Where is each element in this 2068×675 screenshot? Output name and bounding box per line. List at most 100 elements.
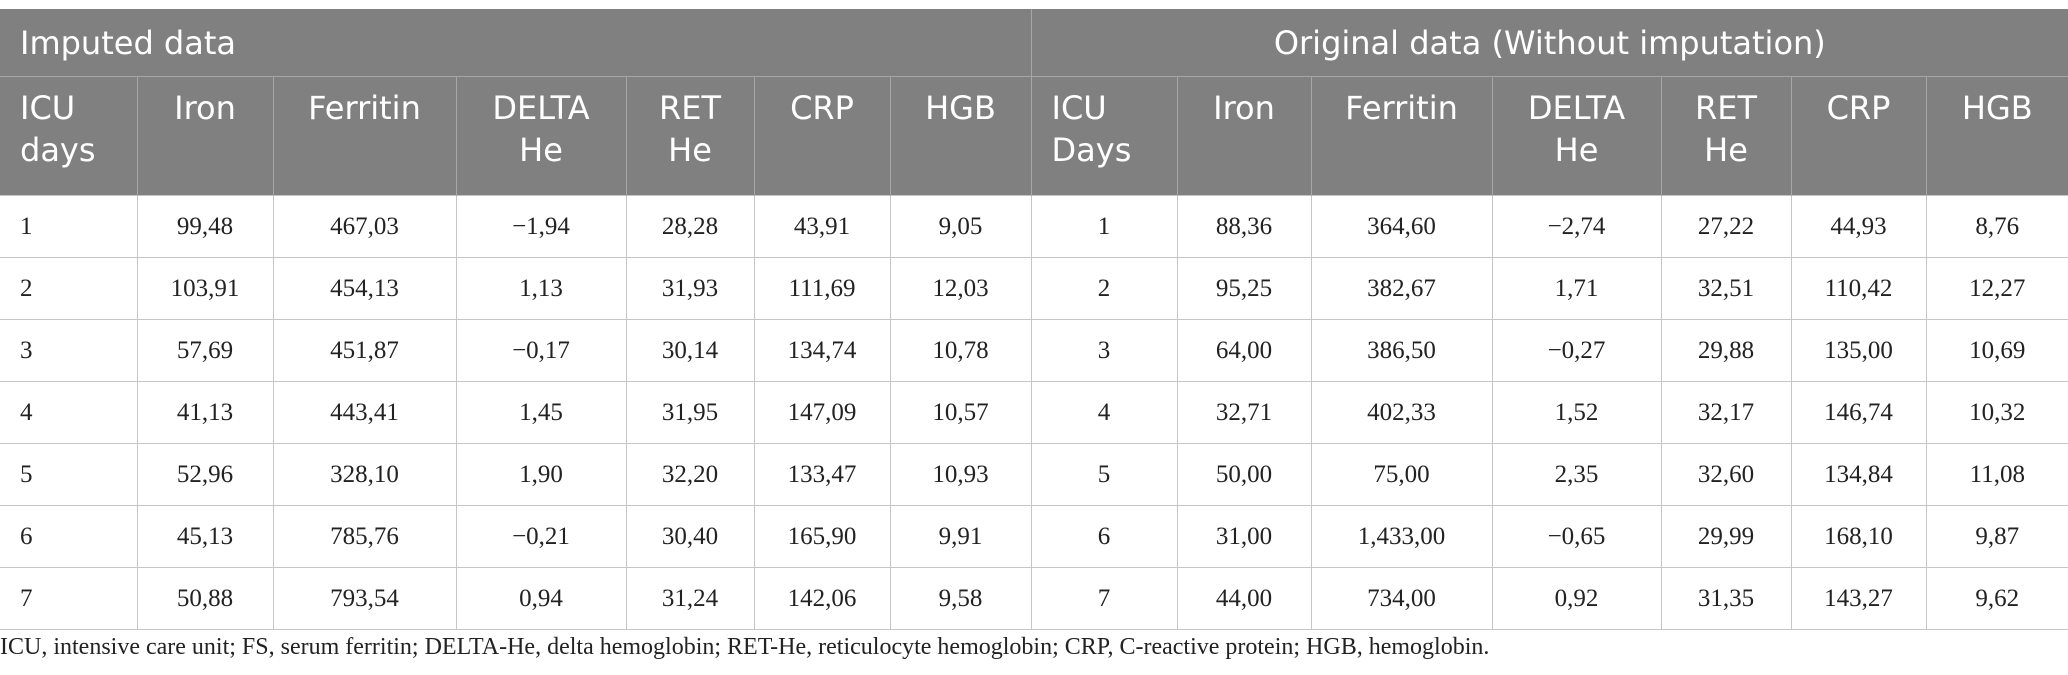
table-cell: 75,00 — [1310, 443, 1493, 506]
column-header-line: DELTA — [1527, 89, 1626, 127]
table-cell: 364,60 — [1310, 195, 1493, 258]
table-cell: 103,91 — [136, 257, 274, 320]
table-cell: 95,25 — [1176, 257, 1312, 320]
column-header: Ferritin — [272, 76, 456, 196]
data-table: Imputed data Original data (Without imput… — [0, 9, 2068, 630]
table-cell: 12,27 — [1925, 257, 2068, 320]
table-cell: 134,84 — [1790, 443, 1927, 506]
table-cell: 32,71 — [1176, 381, 1312, 444]
table-cell: 6 — [1030, 505, 1178, 568]
table-cell: 2 — [1030, 257, 1178, 320]
table-cell: 1,71 — [1491, 257, 1662, 320]
column-header-line: He — [668, 131, 712, 169]
column-header: DELTA He — [455, 76, 626, 196]
table-cell: −0,65 — [1491, 505, 1662, 568]
table-cell: 0,94 — [455, 567, 627, 630]
table-cell: 50,00 — [1176, 443, 1312, 506]
table-row: 1 99,48 467,03 −1,94 28,28 43,91 9,05 1 88,36 364… — [0, 195, 2068, 258]
table-cell: 32,60 — [1660, 443, 1792, 506]
table-cell: 135,00 — [1790, 319, 1927, 382]
group-header-row: Imputed data Original data (Without imput… — [0, 9, 2068, 77]
table-cell: 165,90 — [753, 505, 891, 568]
column-header-line: RET — [1695, 89, 1758, 127]
table-cell: 11,08 — [1925, 443, 2068, 506]
table-row: 5 52,96 328,10 1,90 32,20 133,47 10,93 5 50,00 75… — [0, 443, 2068, 506]
column-header-line: CRP — [1826, 89, 1891, 127]
column-header-line: Ferritin — [1345, 89, 1458, 127]
column-header-line: Iron — [174, 89, 236, 127]
table-cell: 64,00 — [1176, 319, 1312, 382]
table-cell: 382,67 — [1310, 257, 1493, 320]
column-header: HGB — [889, 76, 1032, 196]
table-cell: 1 — [1030, 195, 1178, 258]
column-header-line: HGB — [925, 89, 996, 127]
group-header: Original data (Without imputation) — [1030, 9, 2068, 77]
group-header: Imputed data — [0, 9, 1032, 77]
table-cell: 734,00 — [1310, 567, 1493, 630]
table-cell: 785,76 — [272, 505, 457, 568]
column-header: Ferritin — [1310, 76, 1493, 196]
table-cell: 32,20 — [625, 443, 755, 506]
table-cell: 29,88 — [1660, 319, 1792, 382]
table-cell: 5 — [0, 443, 138, 506]
table-cell: 88,36 — [1176, 195, 1312, 258]
table-cell: 1,90 — [455, 443, 627, 506]
table-cell: 1,433,00 — [1310, 505, 1493, 568]
table-cell: 10,93 — [889, 443, 1032, 506]
column-header: RET He — [1660, 76, 1792, 196]
column-header-line: ICU — [20, 89, 76, 127]
column-header-line: Iron — [1213, 89, 1275, 127]
table-cell: 8,76 — [1925, 195, 2068, 258]
table-cell: 10,57 — [889, 381, 1032, 444]
table-cell: 30,14 — [625, 319, 755, 382]
table-cell: 41,13 — [136, 381, 274, 444]
column-header-line: CRP — [790, 89, 854, 127]
table-cell: 45,13 — [136, 505, 274, 568]
table-cell: 793,54 — [272, 567, 457, 630]
table-cell: 6 — [0, 505, 138, 568]
column-header: CRP — [753, 76, 890, 196]
table-cell: 29,99 — [1660, 505, 1792, 568]
table-cell: 9,87 — [1925, 505, 2068, 568]
table-cell: 467,03 — [272, 195, 457, 258]
table-cell: 454,13 — [272, 257, 457, 320]
table-cell: 4 — [0, 381, 138, 444]
table-cell: 451,87 — [272, 319, 457, 382]
table-cell: 7 — [0, 567, 138, 630]
table-cell: 147,09 — [753, 381, 891, 444]
column-header-line: HGB — [1961, 89, 2033, 127]
table-cell: 133,47 — [753, 443, 891, 506]
table-cell: 0,92 — [1491, 567, 1662, 630]
table-cell: 111,69 — [753, 257, 891, 320]
table-cell: 143,27 — [1790, 567, 1927, 630]
table-row: 7 50,88 793,54 0,94 31,24 142,06 9,58 7 44,00 734… — [0, 567, 2068, 630]
table-cell: 142,06 — [753, 567, 891, 630]
column-header: DELTA He — [1491, 76, 1662, 196]
table-cell: −1,94 — [455, 195, 627, 258]
table-cell: 50,88 — [136, 567, 274, 630]
table-cell: −0,27 — [1491, 319, 1662, 382]
table-cell: 110,42 — [1790, 257, 1927, 320]
table-cell: 2 — [0, 257, 138, 320]
table-row: 2 103,91 454,13 1,13 31,93 111,69 12,03 2 95,25 3… — [0, 257, 2068, 320]
table-cell: 99,48 — [136, 195, 274, 258]
table-cell: 443,41 — [272, 381, 457, 444]
table-cell: 32,17 — [1660, 381, 1792, 444]
table-cell: 1,45 — [455, 381, 627, 444]
table-cell: 28,28 — [625, 195, 755, 258]
table-row: 6 45,13 785,76 −0,21 30,40 165,90 9,91 6 31,00 1,… — [0, 505, 2068, 568]
column-header-line: Days — [1051, 131, 1132, 169]
table-cell: 27,22 — [1660, 195, 1792, 258]
table-cell: 9,91 — [889, 505, 1032, 568]
column-header-line: Ferritin — [308, 89, 421, 127]
column-header: ICU Days — [1030, 76, 1178, 196]
column-header-line: ICU — [1051, 89, 1107, 127]
table-cell: 7 — [1030, 567, 1178, 630]
table-cell: 43,91 — [753, 195, 891, 258]
table-cell: 31,35 — [1660, 567, 1792, 630]
table-cell: 44,93 — [1790, 195, 1927, 258]
column-header: RET He — [625, 76, 754, 196]
table-cell: −0,21 — [455, 505, 627, 568]
table-cell: 1 — [0, 195, 138, 258]
table-cell: 386,50 — [1310, 319, 1493, 382]
